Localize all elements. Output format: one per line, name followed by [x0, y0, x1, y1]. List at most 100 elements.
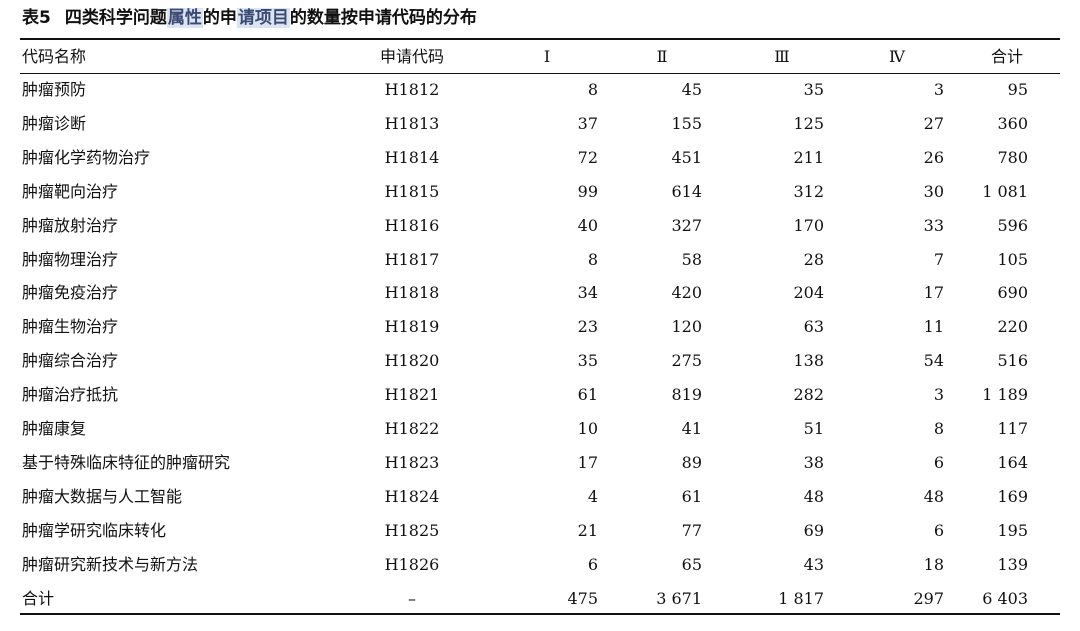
- cell-total: 690: [997, 283, 1028, 303]
- cell-class-4: 18: [923, 554, 944, 574]
- table-row: 基于特殊临床特征的肿瘤研究 H1823 17 89 38 6 164: [20, 446, 1062, 480]
- cell-total: 139: [997, 554, 1028, 574]
- cell-class-1: 72: [577, 147, 598, 167]
- cell-class-3: 48: [803, 486, 824, 506]
- cell-name: 肿瘤学研究临床转化: [22, 520, 167, 540]
- table-row: 肿瘤治疗抵抗 H1821 61 819 282 3 1 189: [20, 378, 1062, 412]
- cell-name: 肿瘤综合治疗: [22, 351, 119, 371]
- cell-class-3: 43: [803, 554, 824, 574]
- header-cell-class-3: Ⅲ: [774, 47, 790, 66]
- table-row: 肿瘤放射治疗 H1816 40 327 170 33 596: [20, 209, 1062, 243]
- cell-class-2: 327: [671, 215, 702, 235]
- cell-code: H1821: [384, 385, 440, 405]
- cell-class-3: 170: [793, 215, 824, 235]
- header-cell-code: 申请代码: [379, 47, 444, 66]
- cell-class-1: 21: [577, 520, 598, 540]
- cell-class-3: 51: [803, 419, 824, 439]
- cell-class-1: 23: [577, 317, 598, 337]
- cell-class-1: 8: [587, 249, 598, 269]
- cell-class-3: 138: [793, 351, 824, 371]
- cell-class-1: 34: [577, 283, 598, 303]
- cell-total: 164: [997, 452, 1028, 472]
- cell-name: 合计: [22, 588, 55, 608]
- cell-total: 195: [997, 520, 1028, 540]
- cell-class-3: 1 817: [778, 588, 824, 608]
- cell-class-2: 614: [671, 181, 702, 201]
- cell-total: 516: [997, 351, 1028, 371]
- table-bottom-rule: [20, 613, 1060, 615]
- cell-total: 780: [997, 147, 1028, 167]
- table-body: 肿瘤预防 H1812 8 45 35 3 95 肿瘤诊断 H1813 37 155 125 27 360 肿…: [20, 73, 1062, 616]
- cell-class-2: 420: [671, 283, 702, 303]
- table-row: 肿瘤大数据与人工智能 H1824 4 61 48 48 169: [20, 480, 1062, 514]
- header-cell-name: 代码名称: [22, 47, 87, 66]
- cell-class-4: 27: [923, 113, 944, 133]
- cell-class-1: 10: [577, 419, 598, 439]
- table-total-row: 合计 – 475 3 671 1 817 297 6 403: [20, 582, 1062, 616]
- table-header-rule: [20, 73, 1060, 74]
- cell-code: H1813: [384, 113, 440, 133]
- cell-class-1: 61: [577, 385, 598, 405]
- cell-total: 169: [997, 486, 1028, 506]
- cell-total: 220: [997, 317, 1028, 337]
- cell-class-1: 4: [587, 486, 598, 506]
- table-number: 表5: [22, 8, 51, 28]
- cell-code: H1823: [384, 452, 440, 472]
- header-cell-class-2: Ⅱ: [656, 47, 668, 66]
- caption-text-part: 的数量按申请代码的分布: [289, 8, 477, 28]
- table-row: 肿瘤康复 H1822 10 41 51 8 117: [20, 412, 1062, 446]
- table-row: 肿瘤预防 H1812 8 45 35 3 95: [20, 73, 1062, 107]
- cell-name: 基于特殊临床特征的肿瘤研究: [22, 452, 231, 472]
- cell-total: 1 189: [982, 385, 1028, 405]
- cell-code: H1814: [384, 147, 440, 167]
- cell-name: 肿瘤大数据与人工智能: [22, 486, 183, 506]
- cell-class-1: 40: [577, 215, 598, 235]
- cell-code: H1826: [384, 554, 440, 574]
- cell-class-2: 275: [671, 351, 702, 371]
- cell-class-3: 63: [803, 317, 824, 337]
- cell-class-1: 6: [587, 554, 598, 574]
- caption-text-part: 的申: [202, 8, 237, 28]
- cell-total: 117: [997, 419, 1028, 439]
- cell-class-4: 7: [933, 249, 944, 269]
- cell-class-2: 155: [671, 113, 702, 133]
- header-cell-class-4: Ⅳ: [889, 47, 905, 66]
- cell-class-4: 297: [913, 588, 944, 608]
- cell-total: 95: [1007, 80, 1028, 99]
- cell-class-1: 475: [567, 588, 598, 608]
- cell-class-3: 125: [793, 113, 824, 133]
- cell-class-4: 17: [923, 283, 944, 303]
- table-row: 肿瘤靶向治疗 H1815 99 614 312 30 1 081: [20, 175, 1062, 209]
- table-caption: 表5 四类科学问题属性的申请项目的数量按申请代码的分布: [22, 4, 477, 32]
- cell-class-2: 65: [681, 554, 702, 574]
- cell-code: –: [408, 588, 416, 608]
- cell-name: 肿瘤免疫治疗: [22, 283, 119, 303]
- cell-total: 360: [997, 113, 1028, 133]
- cell-class-3: 38: [803, 452, 824, 472]
- cell-class-4: 54: [923, 351, 944, 371]
- table-row: 肿瘤综合治疗 H1820 35 275 138 54 516: [20, 344, 1062, 378]
- cell-class-2: 451: [671, 147, 702, 167]
- cell-code: H1825: [384, 520, 440, 540]
- cell-name: 肿瘤放射治疗: [22, 215, 119, 235]
- cell-total: 6 403: [982, 588, 1028, 608]
- cell-class-4: 48: [923, 486, 944, 506]
- cell-class-1: 37: [577, 113, 598, 133]
- cell-class-2: 89: [681, 452, 702, 472]
- header-cell-class-1: Ⅰ: [543, 47, 551, 66]
- cell-name: 肿瘤生物治疗: [22, 317, 119, 337]
- cell-class-2: 61: [681, 486, 702, 506]
- cell-class-2: 41: [681, 419, 702, 439]
- cell-class-3: 204: [793, 283, 824, 303]
- cell-class-3: 282: [793, 385, 824, 405]
- cell-class-3: 35: [803, 80, 824, 99]
- cell-code: H1819: [384, 317, 440, 337]
- cell-name: 肿瘤康复: [22, 419, 87, 439]
- cell-class-4: 33: [923, 215, 944, 235]
- cell-class-4: 8: [933, 419, 944, 439]
- header-cell-total: 合计: [990, 47, 1023, 66]
- table-row: 肿瘤诊断 H1813 37 155 125 27 360: [20, 107, 1062, 141]
- cell-code: H1820: [384, 351, 440, 371]
- cell-class-4: 3: [933, 80, 944, 99]
- cell-class-3: 312: [793, 181, 824, 201]
